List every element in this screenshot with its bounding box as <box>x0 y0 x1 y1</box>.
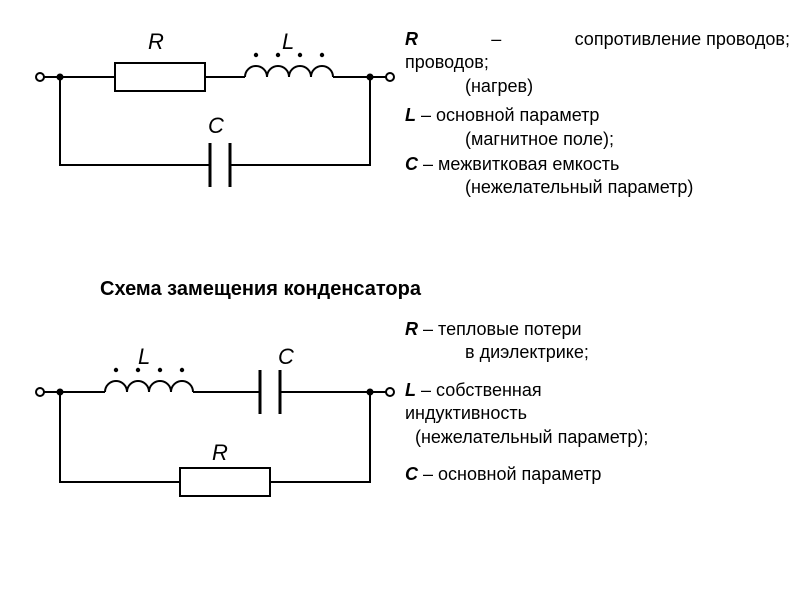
legend-C: C – основной параметр <box>405 463 790 486</box>
inductor-equivalent-circuit: R L C <box>30 25 400 205</box>
legend-L: L – собственная <box>405 379 790 402</box>
legend-R: R – сопротивление проводов; <box>405 28 790 51</box>
terminal-right <box>386 73 394 81</box>
inductor-symbol <box>105 369 193 392</box>
resistor-symbol <box>180 468 270 496</box>
resistor-symbol <box>115 63 205 91</box>
section-heading: Схема замещения конденсатора <box>100 278 421 301</box>
label-L: L <box>282 29 294 54</box>
label-C: C <box>278 344 294 369</box>
legend-R: R – тепловые потери <box>405 318 790 341</box>
legend-inductor: R – сопротивление проводов; проводов; (н… <box>405 28 790 200</box>
legend-C: C – межвитковая емкость <box>405 153 790 176</box>
label-L: L <box>138 344 150 369</box>
capacitor-symbol <box>260 370 280 414</box>
legend-capacitor: R – тепловые потери в диэлектрике; L – с… <box>405 318 790 486</box>
capacitor-equivalent-circuit: L C R <box>30 340 400 520</box>
label-R: R <box>148 29 164 54</box>
label-R: R <box>212 440 228 465</box>
inductor-symbol <box>245 54 333 77</box>
legend-L: L – основной параметр <box>405 104 790 127</box>
terminal-left <box>36 388 44 396</box>
terminal-left <box>36 73 44 81</box>
capacitor-symbol <box>210 143 230 187</box>
terminal-right <box>386 388 394 396</box>
label-C: C <box>208 113 224 138</box>
